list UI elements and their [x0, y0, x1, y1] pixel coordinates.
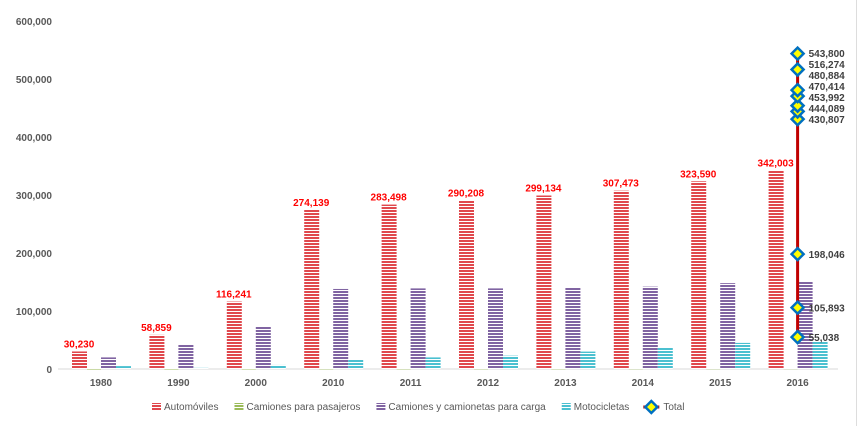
bar-camiones-para-pasajeros	[87, 368, 101, 370]
x-tick-label: 2010	[322, 378, 345, 389]
y-tick-label: 100,000	[16, 307, 53, 318]
bar-camiones-y-camionetas-para-carga	[333, 288, 349, 369]
bar-motocicletas	[812, 341, 828, 369]
bar-camiones-para-pasajeros	[474, 368, 488, 370]
x-tick-label: 1980	[90, 378, 113, 389]
total-label: 430,807	[809, 115, 846, 126]
bar-motocicletas	[270, 364, 286, 369]
bar-motocicletas	[425, 357, 441, 369]
legend-swatch	[234, 403, 244, 411]
data-label: 283,498	[371, 193, 408, 204]
total-marker	[789, 97, 806, 114]
total-marker	[789, 82, 806, 98]
bar-camiones-y-camionetas-para-carga	[565, 287, 581, 369]
bar-camiones-y-camionetas-para-carga	[178, 344, 194, 369]
data-label: 323,590	[680, 169, 717, 180]
x-tick-label: 2011	[400, 378, 422, 389]
legend-label: Camiones para pasajeros	[246, 402, 360, 413]
y-tick-label: 400,000	[16, 133, 53, 144]
bar-automóviles	[459, 200, 474, 369]
bar-camiones-para-pasajeros	[551, 368, 566, 370]
total-marker	[789, 329, 806, 345]
bar-motocicletas	[657, 347, 673, 369]
total-label: 444,089	[809, 104, 846, 115]
legend-label: Total	[663, 402, 684, 413]
bar-camiones-para-pasajeros	[628, 368, 643, 370]
bar-camiones-y-camionetas-para-carga	[488, 288, 503, 369]
x-tick-label: 2013	[554, 378, 577, 389]
legend-swatch	[152, 403, 161, 411]
data-label: 290,208	[448, 189, 485, 200]
bar-camiones-para-pasajeros	[164, 368, 179, 370]
bar-motocicletas	[503, 355, 518, 369]
bar-motocicletas	[580, 351, 596, 369]
bar-camiones-y-camionetas-para-carga	[642, 286, 658, 369]
data-label: 342,003	[758, 159, 795, 170]
data-label: 307,473	[603, 179, 640, 190]
bar-motocicletas	[348, 359, 364, 369]
y-tick-label: 0	[46, 365, 52, 376]
x-tick-label: 2000	[245, 378, 268, 389]
x-tick-label: 2014	[632, 378, 655, 389]
bar-automóviles	[149, 334, 165, 369]
bar-automóviles	[381, 204, 397, 369]
legend-label: Motocicletas	[574, 402, 630, 413]
x-tick-label: 2015	[709, 378, 732, 389]
legend-label: Automóviles	[164, 402, 218, 413]
total-marker	[789, 61, 806, 78]
total-label: 516,274	[809, 60, 846, 71]
legend-marker-icon	[643, 399, 660, 415]
data-label: 116,241	[216, 290, 252, 301]
bar-automóviles	[613, 190, 629, 369]
bar-camiones-para-pasajeros	[319, 368, 334, 370]
x-tick-label: 2016	[786, 378, 809, 389]
legend-label: Camiones y camionetas para carga	[388, 402, 546, 413]
total-marker	[789, 299, 806, 316]
bar-camiones-para-pasajeros	[706, 368, 721, 370]
y-tick-label: 300,000	[16, 191, 53, 202]
total-label: 453,992	[809, 93, 846, 104]
bar-automóviles	[691, 181, 707, 369]
x-tick-label: 1990	[167, 378, 190, 389]
total-label: 105,893	[809, 304, 846, 315]
bar-automóviles	[304, 209, 320, 369]
x-tick-label: 2012	[477, 378, 500, 389]
bar-camiones-para-pasajeros	[396, 368, 411, 370]
bar-camiones-y-camionetas-para-carga	[410, 288, 426, 369]
bar-motocicletas	[193, 367, 209, 369]
total-label: 543,800	[809, 49, 846, 60]
total-label: 198,046	[809, 250, 846, 261]
bar-motocicletas	[735, 342, 751, 369]
y-tick-label: 200,000	[16, 249, 53, 260]
bar-camiones-y-camionetas-para-carga	[720, 283, 736, 369]
y-tick-label: 500,000	[16, 75, 53, 86]
bar-camiones-para-pasajeros	[241, 368, 256, 370]
bar-automóviles	[768, 170, 784, 369]
total-label: 480,884	[809, 71, 846, 82]
total-marker	[789, 45, 806, 62]
data-label: 274,139	[293, 198, 330, 209]
bar-automóviles	[536, 195, 552, 369]
data-label: 299,134	[525, 184, 562, 195]
bar-camiones-y-camionetas-para-carga	[797, 282, 813, 369]
data-label: 30,230	[64, 339, 95, 350]
bar-automóviles	[72, 351, 87, 369]
y-tick-label: 600,000	[16, 17, 53, 28]
data-label: 58,859	[141, 323, 172, 334]
total-marker	[789, 246, 806, 262]
total-label: 55,038	[809, 333, 840, 344]
bar-motocicletas	[116, 366, 131, 369]
bar-camiones-para-pasajeros	[783, 368, 798, 370]
bar-camiones-y-camionetas-para-carga	[101, 357, 116, 369]
legend-swatch	[376, 403, 386, 411]
bar-camiones-y-camionetas-para-carga	[255, 326, 271, 369]
legend-swatch	[561, 403, 571, 411]
bar-automóviles	[226, 301, 242, 369]
total-label: 470,414	[809, 82, 846, 93]
